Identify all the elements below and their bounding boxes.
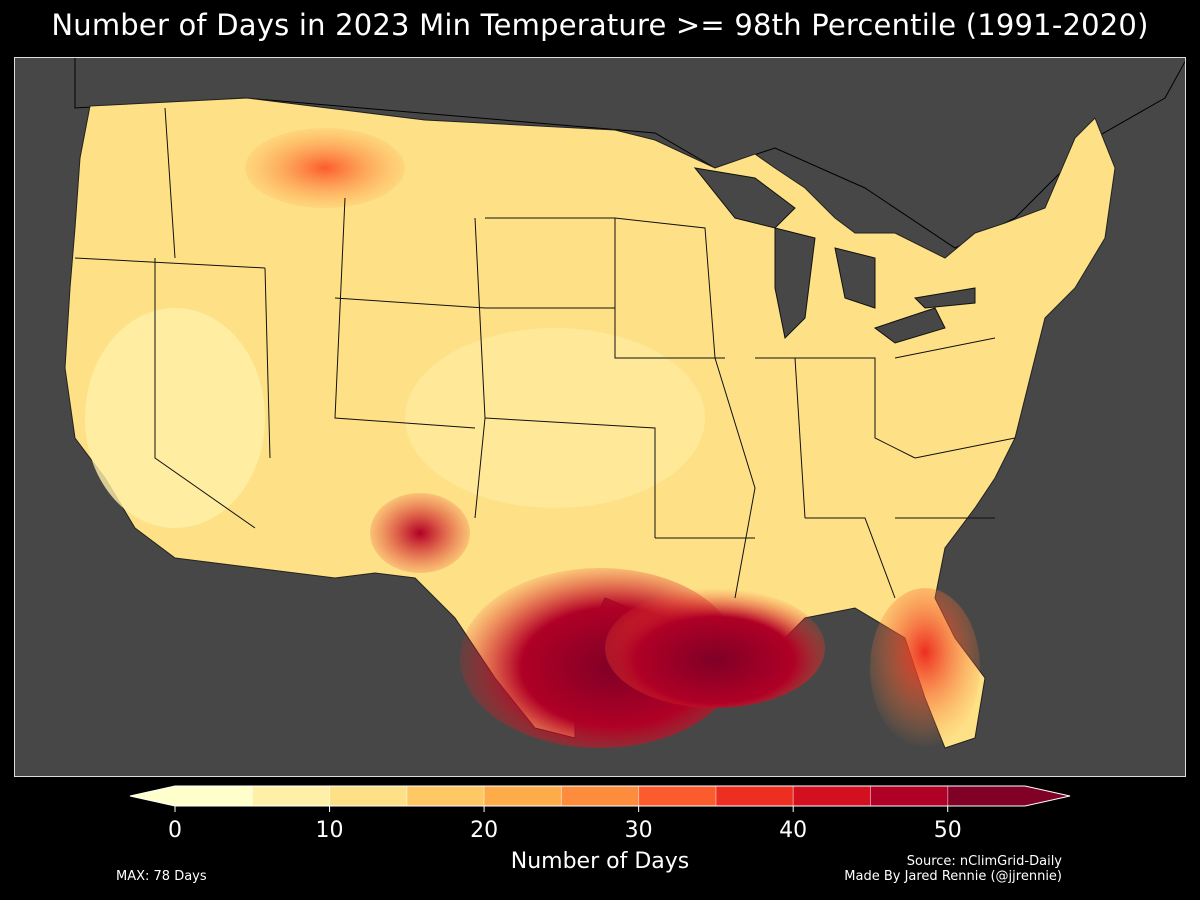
colorbar-tick-label: 40 (779, 818, 808, 843)
colorbar-label: Number of Days (510, 849, 690, 874)
map-panel (14, 57, 1186, 777)
colorbar-segment (561, 786, 640, 806)
colorbar-segment (484, 786, 562, 806)
southwest-cool-area (85, 308, 265, 528)
colorbar-segment (252, 786, 331, 806)
source-text: Source: nClimGrid-Daily (906, 854, 1062, 869)
colorbar-segment (947, 786, 1026, 806)
colorbar-tick-label: 20 (470, 818, 499, 843)
colorbar-segment (406, 786, 485, 806)
colorbar-tick-label: 50 (933, 818, 962, 843)
credits: Source: nClimGrid-Daily Made By Jared Re… (844, 854, 1062, 884)
new-mexico-hotspot (370, 493, 470, 573)
max-note: MAX: 78 Days (116, 869, 207, 884)
colorbar-extend-max (1025, 786, 1070, 806)
state-boundaries (74, 107, 1016, 599)
great-lakes (693, 167, 976, 344)
colorbar-tick-label: 0 (168, 818, 182, 843)
colorbar-tick-label: 10 (315, 818, 344, 843)
colorbar-segments (129, 785, 1071, 812)
colorbar-segment (870, 786, 949, 806)
author-text: Made By Jared Rennie (@jjrennie) (844, 869, 1062, 884)
colorbar-tick-label: 30 (624, 818, 653, 843)
us-county-map (64, 58, 1185, 749)
chart-title: Number of Days in 2023 Min Temperature >… (51, 8, 1149, 42)
colorbar-segment (638, 786, 717, 806)
colorbar-segment (715, 786, 794, 806)
colorbar-segment (793, 786, 871, 806)
northwest-hotspot (245, 128, 405, 208)
florida-hotspot (870, 588, 980, 748)
louisiana-hotspot (605, 588, 825, 708)
colorbar-segment (175, 786, 253, 806)
colorbar-extend-min (130, 786, 175, 806)
colorbar-segment (329, 786, 408, 806)
